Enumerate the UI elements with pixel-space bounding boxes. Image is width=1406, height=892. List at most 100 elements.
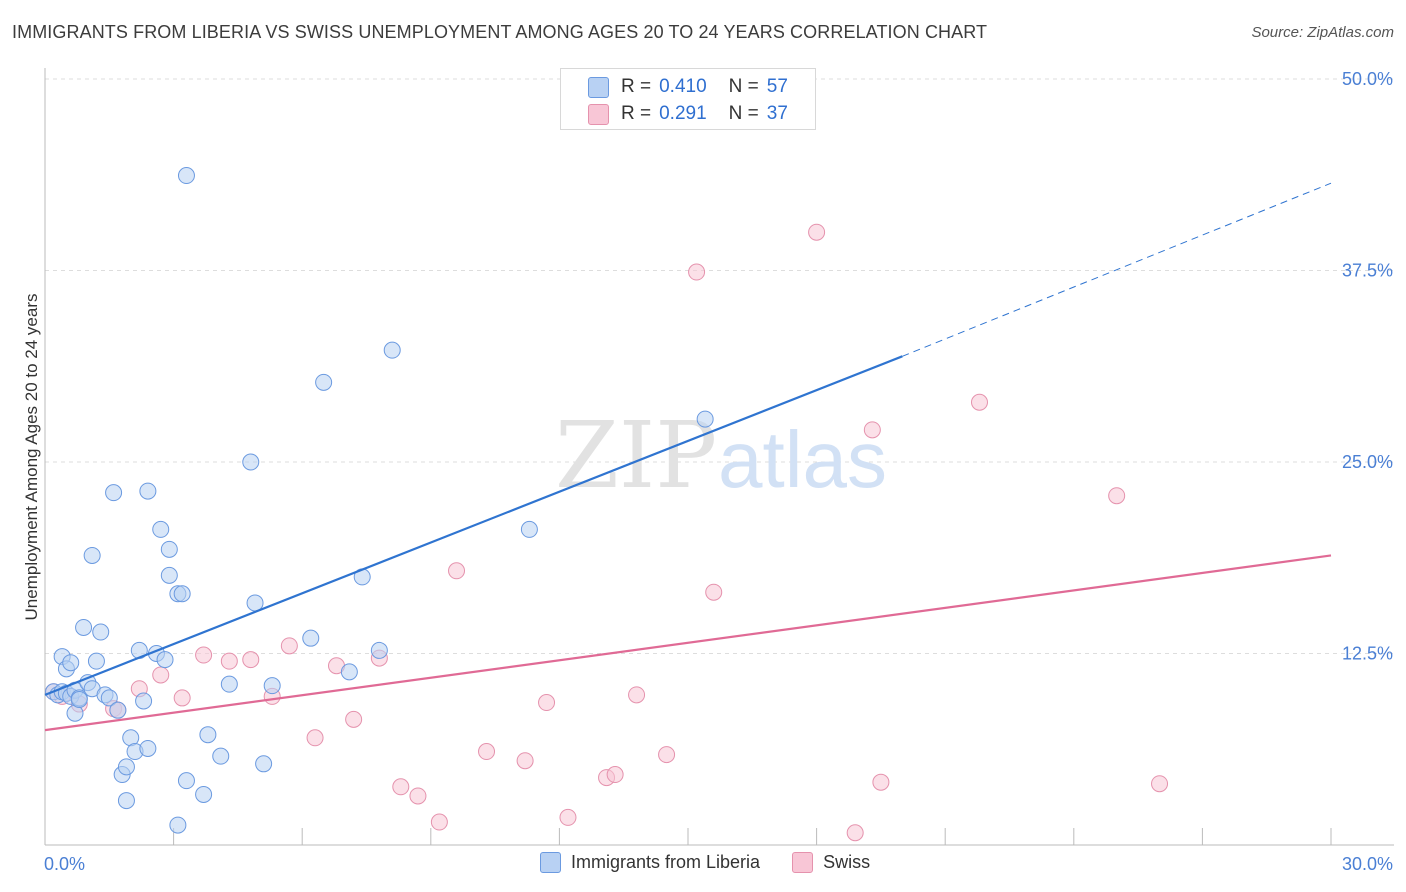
swiss-point: [628, 686, 646, 704]
legend-n-label: N =: [728, 76, 759, 97]
liberia-point: [195, 785, 213, 803]
swiss-point: [846, 824, 864, 842]
legend-n-value: 37: [766, 103, 788, 124]
liberia-point: [520, 520, 538, 538]
source-credit: Source: ZipAtlas.com: [1251, 24, 1394, 41]
legend-swatch-liberia: [588, 76, 609, 98]
liberia-point: [92, 623, 110, 641]
swiss-point: [538, 694, 556, 712]
swiss-point: [409, 787, 427, 805]
liberia-point: [169, 816, 187, 834]
swiss-point: [220, 652, 238, 670]
liberia-trend-line: [44, 355, 903, 696]
tick-labels: 12.5% 25.0% 37.5% 50.0% 0.0% 30.0%: [44, 69, 1393, 874]
liberia-point: [177, 772, 195, 790]
liberia-point: [383, 341, 401, 359]
grid-lines: [45, 78, 1394, 654]
watermark-atlas: atlas: [718, 415, 887, 504]
liberia-point: [370, 641, 388, 659]
liberia-point: [156, 651, 174, 669]
y-tick-label: 37.5%: [1342, 261, 1393, 281]
legend-row-swiss: R = 0.291 N = 37: [588, 102, 788, 126]
watermark: ZIP atlas: [555, 402, 887, 509]
swiss-point: [306, 729, 324, 747]
legend-n-label: N =: [728, 103, 759, 124]
liberia-point: [160, 566, 178, 584]
liberia-point: [100, 689, 118, 707]
x-tick-label: 0.0%: [44, 854, 85, 874]
liberia-point: [177, 167, 195, 185]
legend-label-liberia: Immigrants from Liberia: [571, 852, 761, 872]
y-tick-label: 25.0%: [1342, 452, 1393, 472]
liberia-point: [302, 629, 320, 647]
liberia-trend-extension: [902, 182, 1332, 357]
liberia-point: [87, 652, 105, 670]
legend-r-label: R =: [621, 103, 652, 124]
swiss-point: [970, 393, 988, 411]
liberia-point: [139, 739, 157, 757]
swiss-point: [688, 263, 706, 281]
legend-swatch-liberia: [540, 852, 561, 873]
axes: [44, 68, 1394, 846]
y-tick-label: 50.0%: [1342, 69, 1393, 89]
swiss-point: [559, 808, 577, 826]
liberia-point: [135, 692, 153, 710]
y-tick-label: 12.5%: [1342, 644, 1393, 664]
liberia-point: [105, 484, 123, 502]
liberia-point: [70, 690, 88, 708]
liberia-point: [139, 482, 157, 500]
liberia-point: [152, 520, 170, 538]
swiss-point: [430, 813, 448, 831]
swiss-point: [242, 651, 260, 669]
series-legend: Immigrants from Liberia Swiss: [540, 852, 902, 873]
swiss-point: [606, 766, 624, 784]
legend-label-swiss: Swiss: [823, 852, 871, 872]
legend-r-value: 0.410: [659, 76, 707, 97]
swiss-point: [448, 562, 466, 580]
legend-swatch-swiss: [588, 103, 609, 125]
swiss-point: [658, 746, 676, 764]
swiss-point: [808, 223, 826, 241]
swiss-point: [392, 778, 410, 796]
liberia-point: [242, 453, 260, 471]
liberia-point: [340, 663, 358, 681]
swiss-points: [45, 223, 1169, 842]
legend-r-label: R =: [621, 76, 652, 97]
legend-row-liberia: R = 0.410 N = 57: [588, 75, 788, 99]
legend-r-value: 0.291: [659, 103, 707, 124]
swiss-point: [1108, 487, 1126, 505]
swiss-point: [280, 637, 298, 655]
liberia-point: [220, 675, 238, 693]
liberia-point: [173, 585, 191, 603]
liberia-point: [315, 373, 333, 391]
swiss-point: [863, 421, 881, 439]
swiss-point: [195, 646, 213, 664]
liberia-point: [212, 747, 230, 765]
y-axis-label: Unemployment Among Ages 20 to 24 years: [22, 294, 41, 621]
liberia-point: [75, 618, 93, 636]
liberia-point: [109, 701, 127, 719]
legend-swatch-swiss: [792, 852, 814, 873]
swiss-point: [173, 689, 191, 707]
x-tick-label: 30.0%: [1342, 854, 1393, 874]
swiss-point: [478, 743, 496, 761]
liberia-point: [62, 654, 80, 672]
watermark-zip: ZIP: [555, 402, 717, 509]
swiss-point: [345, 710, 363, 728]
liberia-point: [83, 546, 101, 564]
swiss-point: [152, 666, 170, 684]
legend-n-value: 57: [766, 76, 788, 97]
trend-lines: [44, 182, 1332, 732]
swiss-point: [516, 752, 534, 770]
liberia-point: [117, 792, 135, 810]
swiss-trend-line: [44, 554, 1332, 732]
liberia-point: [696, 410, 714, 428]
swiss-point: [1151, 775, 1169, 793]
legend-item-swiss: Swiss: [792, 852, 870, 873]
correlation-legend: R = 0.410 N = 57 R = 0.291 N = 37: [560, 68, 816, 130]
legend-item-liberia: Immigrants from Liberia: [540, 852, 760, 873]
liberia-point: [160, 540, 178, 558]
swiss-point: [705, 583, 723, 601]
liberia-point: [199, 726, 217, 744]
